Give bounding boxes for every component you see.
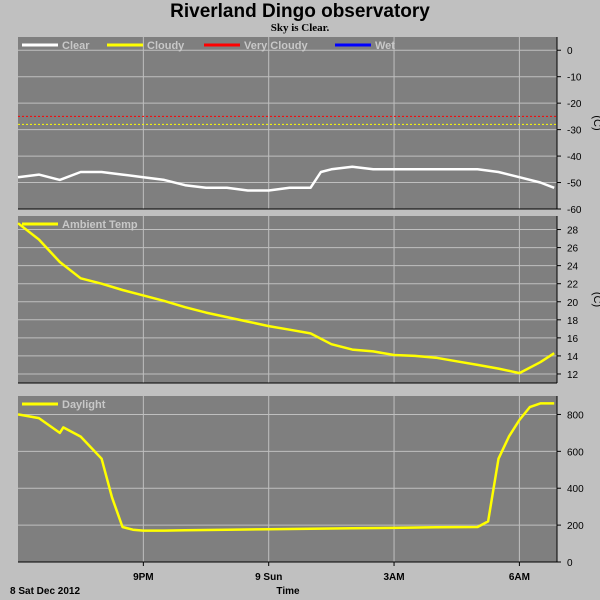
x-axis-title: Time (276, 586, 300, 597)
y-tick-label: 22 (567, 280, 579, 291)
legend-label: Daylight (62, 399, 106, 411)
y-tick-label: -20 (567, 99, 582, 110)
y-tick-label: 18 (567, 316, 579, 327)
y-tick-label: 200 (567, 521, 584, 532)
y-tick-label: 14 (567, 352, 579, 363)
x-axis-date-label: 8 Sat Dec 2012 (10, 586, 80, 597)
y-tick-label: -50 (567, 179, 582, 190)
y-tick-label: -30 (567, 126, 582, 137)
y-tick-label: 26 (567, 244, 579, 255)
x-tick-label: 3AM (383, 572, 404, 583)
legend-label: Wet (375, 40, 395, 52)
y-tick-label: -40 (567, 152, 582, 163)
y-tick-label: 28 (567, 226, 579, 237)
plot-area (18, 396, 557, 562)
sky-status-subtitle: Sky is Clear. (270, 22, 330, 34)
chart-panel-daylight: 0 200 400 600 800 Daylight (17, 396, 584, 569)
series-line-daylight (17, 402, 555, 532)
legend-label: Clear (62, 40, 90, 52)
series-line-ambient-temp (17, 222, 555, 375)
y-tick-label: 20 (567, 298, 579, 309)
y-axis-unit-label: (C) (591, 115, 600, 130)
y-tick-label: 600 (567, 447, 584, 458)
y-tick-label: 12 (567, 370, 579, 381)
x-tick-label: 9 Sun (255, 572, 282, 583)
plot-area (18, 37, 557, 209)
legend-label: Ambient Temp (62, 219, 138, 231)
y-tick-label: 16 (567, 334, 579, 345)
y-tick-label: 0 (567, 558, 573, 569)
plot-area (18, 216, 557, 383)
series-line-clear (17, 165, 555, 192)
y-tick-label: -10 (567, 73, 582, 84)
y-tick-label: 24 (567, 262, 579, 273)
y-axis-unit-label: (C) (591, 292, 600, 307)
y-tick-label: -60 (567, 205, 582, 216)
y-tick-label: 800 (567, 410, 584, 421)
chart-panel-sky: 0 -10 -20 -30 -40 -50 -60 Clear Cloudy Very Cloud… (17, 37, 600, 216)
x-tick-label: 6AM (509, 572, 530, 583)
chart-panel-ambient: 12 14 16 18 20 22 24 26 28 Ambient Temp (C) (17, 216, 600, 384)
y-tick-label: 0 (567, 46, 573, 57)
legend-label: Very Cloudy (244, 40, 308, 52)
y-tick-label: 400 (567, 484, 584, 495)
x-tick-label: 9PM (133, 572, 154, 583)
legend-label: Cloudy (147, 40, 185, 52)
page-title: Riverland Dingo observatory (170, 1, 430, 22)
